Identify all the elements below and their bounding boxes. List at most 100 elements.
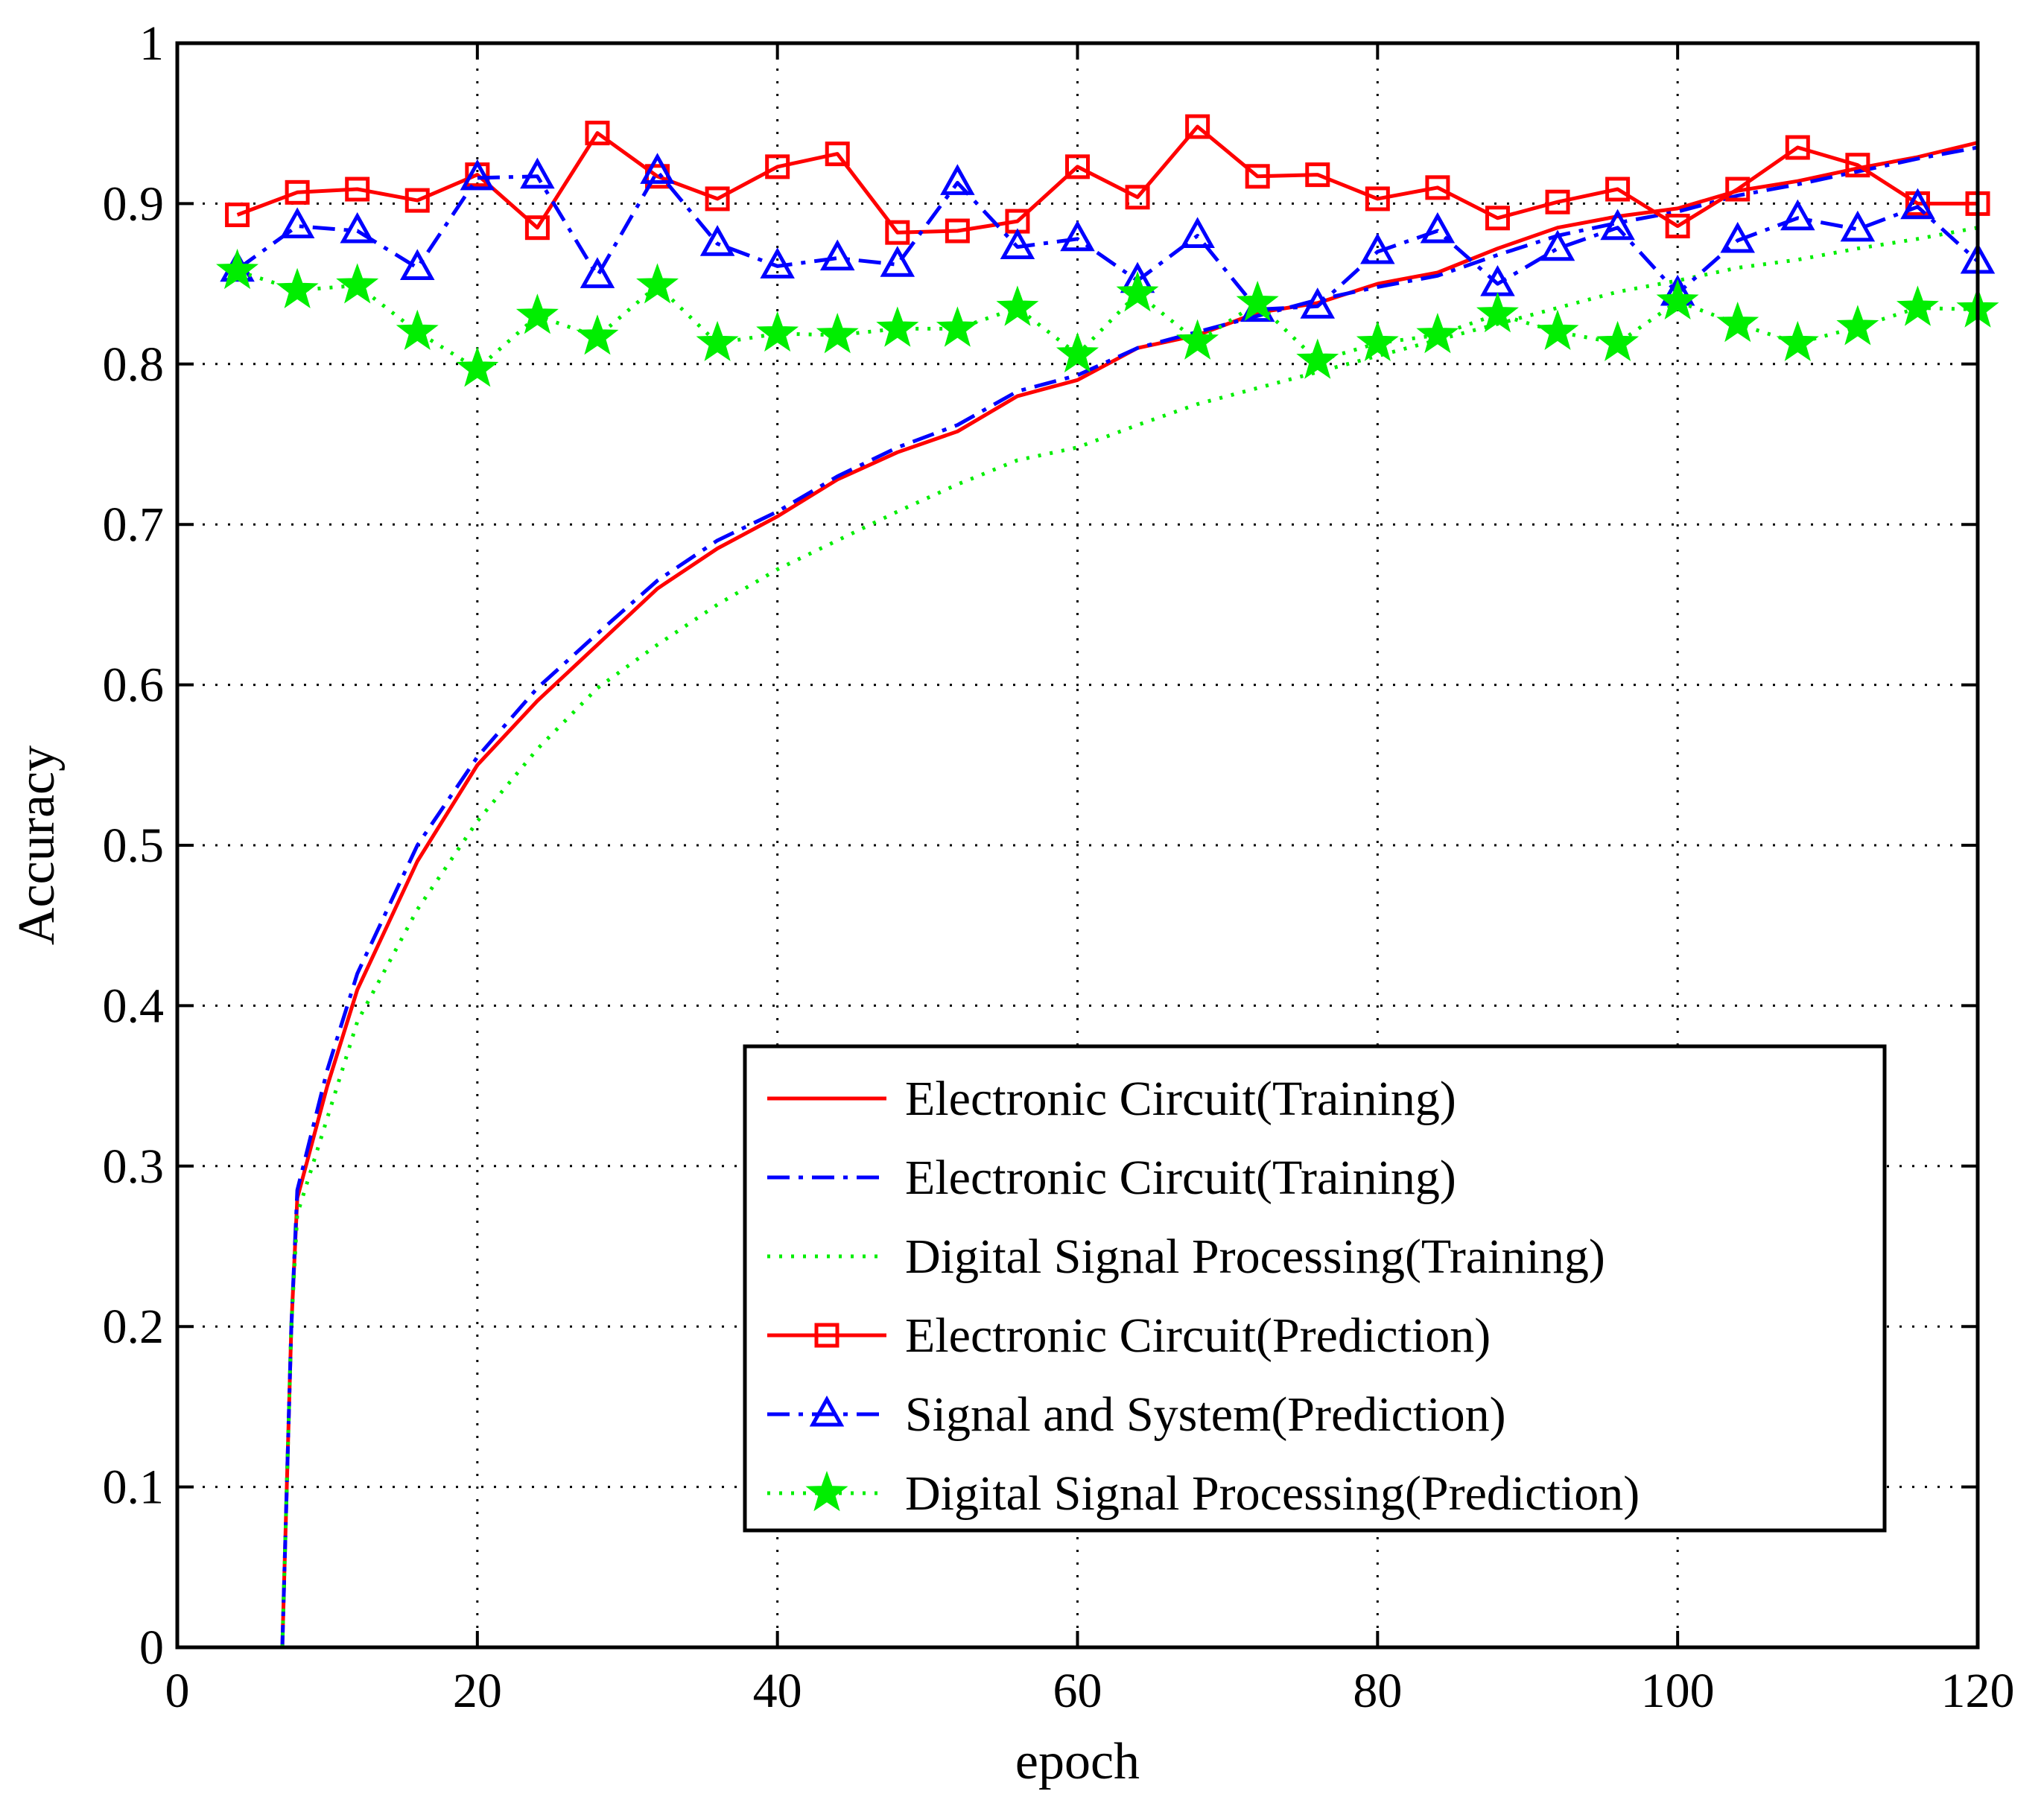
legend-entry: Digital Signal Processing(Prediction) <box>767 1466 1640 1521</box>
data-point <box>1060 220 1095 252</box>
x-tick-label: 0 <box>165 1664 190 1718</box>
data-point <box>699 225 735 256</box>
y-axis-title: Accuracy <box>8 745 66 945</box>
data-point <box>1720 221 1755 253</box>
data-point <box>936 306 979 347</box>
x-tick-label: 100 <box>1641 1664 1715 1718</box>
data-point <box>1716 302 1759 343</box>
series-3 <box>280 226 1978 1648</box>
plot-frame <box>175 41 1980 1650</box>
data-point <box>996 285 1039 326</box>
data-point <box>1185 114 1210 139</box>
data-point <box>1420 212 1456 244</box>
x-tick-label: 80 <box>1353 1664 1402 1718</box>
legend-marker <box>805 1471 848 1512</box>
axes: 0 20 40 60 80 100 120 0 0.1 0.2 0.3 0.4 0.5 0.6 0.7 0.8… <box>103 16 2015 1718</box>
data-point <box>1176 319 1219 360</box>
data-point <box>1656 279 1699 320</box>
data-point <box>1780 199 1815 231</box>
data-point <box>825 141 850 167</box>
data-point <box>1605 176 1631 202</box>
series-line <box>280 226 1978 1648</box>
data-point <box>404 188 430 213</box>
data-point <box>460 159 495 191</box>
data-point <box>1245 164 1270 189</box>
data-point <box>1596 320 1640 361</box>
data-point <box>1416 313 1459 354</box>
x-axis-title: epoch <box>1015 1733 1140 1790</box>
y-tick-label: 0.7 <box>103 497 165 552</box>
data-point <box>1356 320 1399 362</box>
data-point <box>225 202 250 227</box>
data-point <box>1900 188 1935 220</box>
data-point <box>279 207 315 239</box>
data-point <box>1776 320 1819 361</box>
data-point <box>1485 206 1510 231</box>
data-point <box>1840 210 1876 242</box>
data-point <box>1845 153 1870 178</box>
data-point <box>1896 285 1939 326</box>
data-point <box>515 293 559 334</box>
data-point <box>585 121 610 146</box>
data-point <box>1476 292 1519 333</box>
data-point <box>1116 271 1159 312</box>
data-point <box>1725 176 1751 202</box>
data-point <box>1365 186 1390 212</box>
data-point <box>576 314 619 355</box>
legend-label: Electronic Circuit(Prediction) <box>905 1308 1491 1363</box>
data-point <box>696 320 739 361</box>
legend-label: Electronic Circuit(Training) <box>905 1151 1456 1205</box>
data-point <box>1836 305 1879 346</box>
x-tick-label: 60 <box>1053 1664 1102 1718</box>
x-tick-label: 40 <box>753 1664 802 1718</box>
data-point <box>1540 229 1575 261</box>
data-point <box>524 215 550 241</box>
data-point <box>580 257 615 288</box>
data-point <box>1665 214 1690 239</box>
data-point <box>1600 209 1635 241</box>
legend: Electronic Circuit(Training) Electronic C… <box>743 1044 1887 1533</box>
series-6 <box>216 248 1999 387</box>
y-tick-label: 0.1 <box>103 1460 165 1515</box>
data-point <box>1056 331 1099 373</box>
legend-marker <box>814 1323 840 1348</box>
data-point <box>1300 287 1336 319</box>
data-point <box>1305 162 1330 188</box>
legend-entry: Signal and System(Prediction) <box>767 1387 1506 1442</box>
y-tick-label: 0.6 <box>103 658 165 713</box>
data-point <box>336 263 379 304</box>
data-point <box>1000 228 1035 260</box>
y-tick-label: 0.9 <box>103 176 165 231</box>
data-point <box>640 153 675 184</box>
data-point <box>1065 154 1090 179</box>
legend-entry: Digital Signal Processing(Training) <box>767 1230 1605 1284</box>
y-tick-label: 0.8 <box>103 337 165 392</box>
y-tick-label: 1 <box>139 16 164 71</box>
data-point <box>1360 232 1395 264</box>
data-point <box>1536 309 1579 351</box>
data-point <box>705 186 730 212</box>
data-point <box>285 179 310 205</box>
series-lines <box>216 114 1999 1648</box>
data-point <box>940 164 975 195</box>
data-point <box>1180 217 1215 248</box>
legend-entry: Electronic Circuit(Training) <box>767 1151 1456 1205</box>
data-point <box>1545 189 1570 214</box>
legend-entry: Electronic Circuit(Prediction) <box>767 1308 1491 1363</box>
data-point <box>1296 338 1339 379</box>
legend-entry: Electronic Circuit(Training) <box>767 1072 1456 1126</box>
data-point <box>1425 175 1450 200</box>
series-1 <box>280 141 1978 1648</box>
data-point <box>765 154 790 179</box>
data-point <box>636 263 679 304</box>
data-point <box>945 218 970 244</box>
data-point <box>885 220 910 245</box>
data-point <box>400 249 435 281</box>
legend-label: Electronic Circuit(Training) <box>905 1072 1456 1126</box>
data-point <box>340 212 375 244</box>
legend-label: Digital Signal Processing(Training) <box>905 1230 1605 1284</box>
data-point <box>819 239 855 271</box>
data-point <box>1236 280 1279 322</box>
y-tick-label: 0.4 <box>103 979 165 1033</box>
